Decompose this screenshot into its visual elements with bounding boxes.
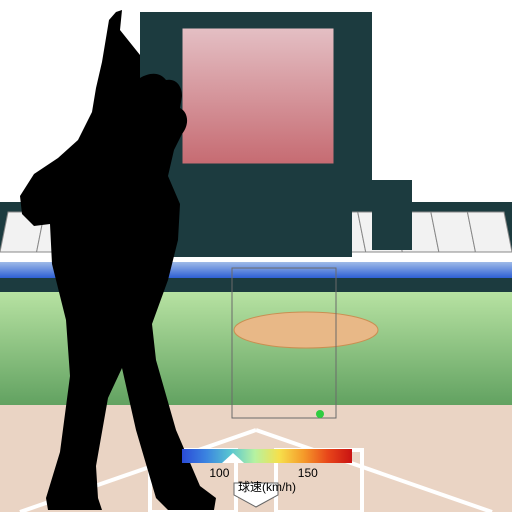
colorbar-axis-label: 球速(km/h) xyxy=(238,480,296,494)
stand-segment xyxy=(467,212,512,252)
pitchers-mound xyxy=(234,312,378,348)
speed-colorbar xyxy=(182,449,352,463)
pitch-marker xyxy=(316,410,324,418)
scoreboard-screen xyxy=(182,28,334,164)
scoreboard-base xyxy=(160,197,352,257)
pitch-chart: 100 150球速(km/h) xyxy=(0,0,512,512)
colorbar-tick-label: 150 xyxy=(298,466,318,480)
scoreboard-wing xyxy=(372,180,412,250)
colorbar-tick-label: 100 xyxy=(209,466,229,480)
